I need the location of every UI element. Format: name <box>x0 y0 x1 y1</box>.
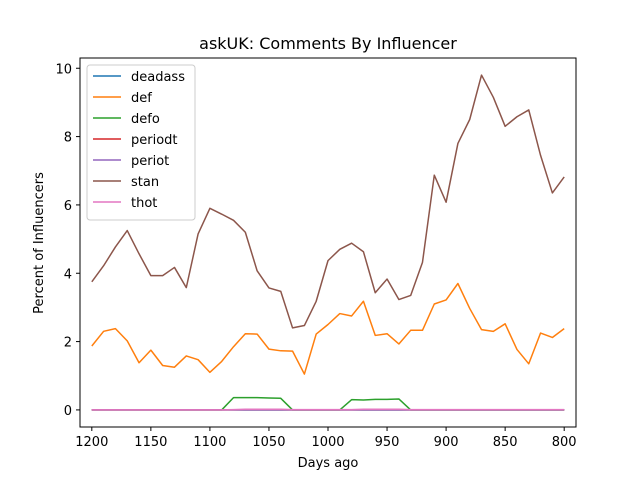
y-tick-label: 8 <box>64 131 72 146</box>
x-tick-label: 1100 <box>193 435 226 450</box>
legend-label-deadass: deadass <box>131 70 185 85</box>
plot-area <box>91 74 565 411</box>
legend-label-def: def <box>131 91 152 106</box>
y-tick-label: 0 <box>64 404 72 419</box>
chart-title: askUK: Comments By Influencer <box>199 34 457 53</box>
x-axis-label: Days ago <box>298 456 359 471</box>
x-tick-label: 1000 <box>311 435 344 450</box>
legend-label-defo: defo <box>131 112 160 127</box>
x-tick-label: 1050 <box>252 435 285 450</box>
legend-label-stan: stan <box>131 175 159 190</box>
x-tick-label: 1150 <box>134 435 167 450</box>
x-tick-label: 800 <box>552 435 577 450</box>
legend: deadass def defo periodt periot stan thot <box>86 64 196 221</box>
series-line-def <box>91 282 565 375</box>
series-line-thot <box>91 408 565 411</box>
legend-label-periodt: periodt <box>131 133 178 148</box>
y-tick-label: 6 <box>64 199 72 214</box>
y-tick-label: 10 <box>55 62 72 77</box>
axes: 1200 1150 1100 1050 1000 950 900 850 800 0 2 4 6 8 10 <box>55 57 577 450</box>
y-tick-label: 2 <box>64 336 72 351</box>
x-tick-label: 1200 <box>75 435 108 450</box>
legend-label-thot: thot <box>131 196 157 211</box>
y-tick-label: 4 <box>64 267 72 282</box>
x-tick-label: 900 <box>434 435 459 450</box>
series-line-stan <box>91 74 565 329</box>
x-tick-label: 950 <box>375 435 400 450</box>
x-tick-label: 850 <box>493 435 518 450</box>
legend-label-periot: periot <box>131 154 169 169</box>
y-axis-label: Percent of Influencers <box>32 172 47 314</box>
